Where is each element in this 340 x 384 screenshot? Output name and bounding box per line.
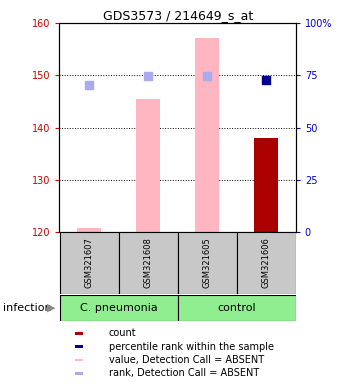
Bar [77, 228, 101, 232]
Bar [254, 138, 278, 232]
Text: value, Detection Call = ABSENT: value, Detection Call = ABSENT [109, 355, 264, 365]
Text: ▶: ▶ [47, 303, 55, 313]
Bar [75, 332, 83, 334]
Text: infection: infection [3, 303, 52, 313]
Text: rank, Detection Call = ABSENT: rank, Detection Call = ABSENT [109, 368, 259, 379]
Bar [75, 372, 83, 375]
Point [204, 73, 210, 79]
Bar [136, 99, 160, 232]
Bar [177, 295, 296, 321]
Point [146, 73, 151, 79]
Bar [195, 38, 219, 232]
Text: GSM321606: GSM321606 [262, 238, 271, 288]
Text: count: count [109, 328, 136, 338]
Text: GSM321608: GSM321608 [143, 238, 153, 288]
Text: percentile rank within the sample: percentile rank within the sample [109, 341, 274, 352]
Text: GSM321607: GSM321607 [85, 238, 94, 288]
Bar [119, 232, 177, 294]
Bar [75, 345, 83, 348]
Title: GDS3573 / 214649_s_at: GDS3573 / 214649_s_at [103, 9, 253, 22]
Point [264, 76, 269, 83]
Bar [237, 232, 296, 294]
Bar [75, 359, 83, 361]
Bar [59, 295, 177, 321]
Point [86, 82, 92, 88]
Bar [59, 232, 119, 294]
Text: C. pneumonia: C. pneumonia [80, 303, 157, 313]
Bar [177, 232, 237, 294]
Text: control: control [217, 303, 256, 313]
Text: GSM321605: GSM321605 [203, 238, 212, 288]
